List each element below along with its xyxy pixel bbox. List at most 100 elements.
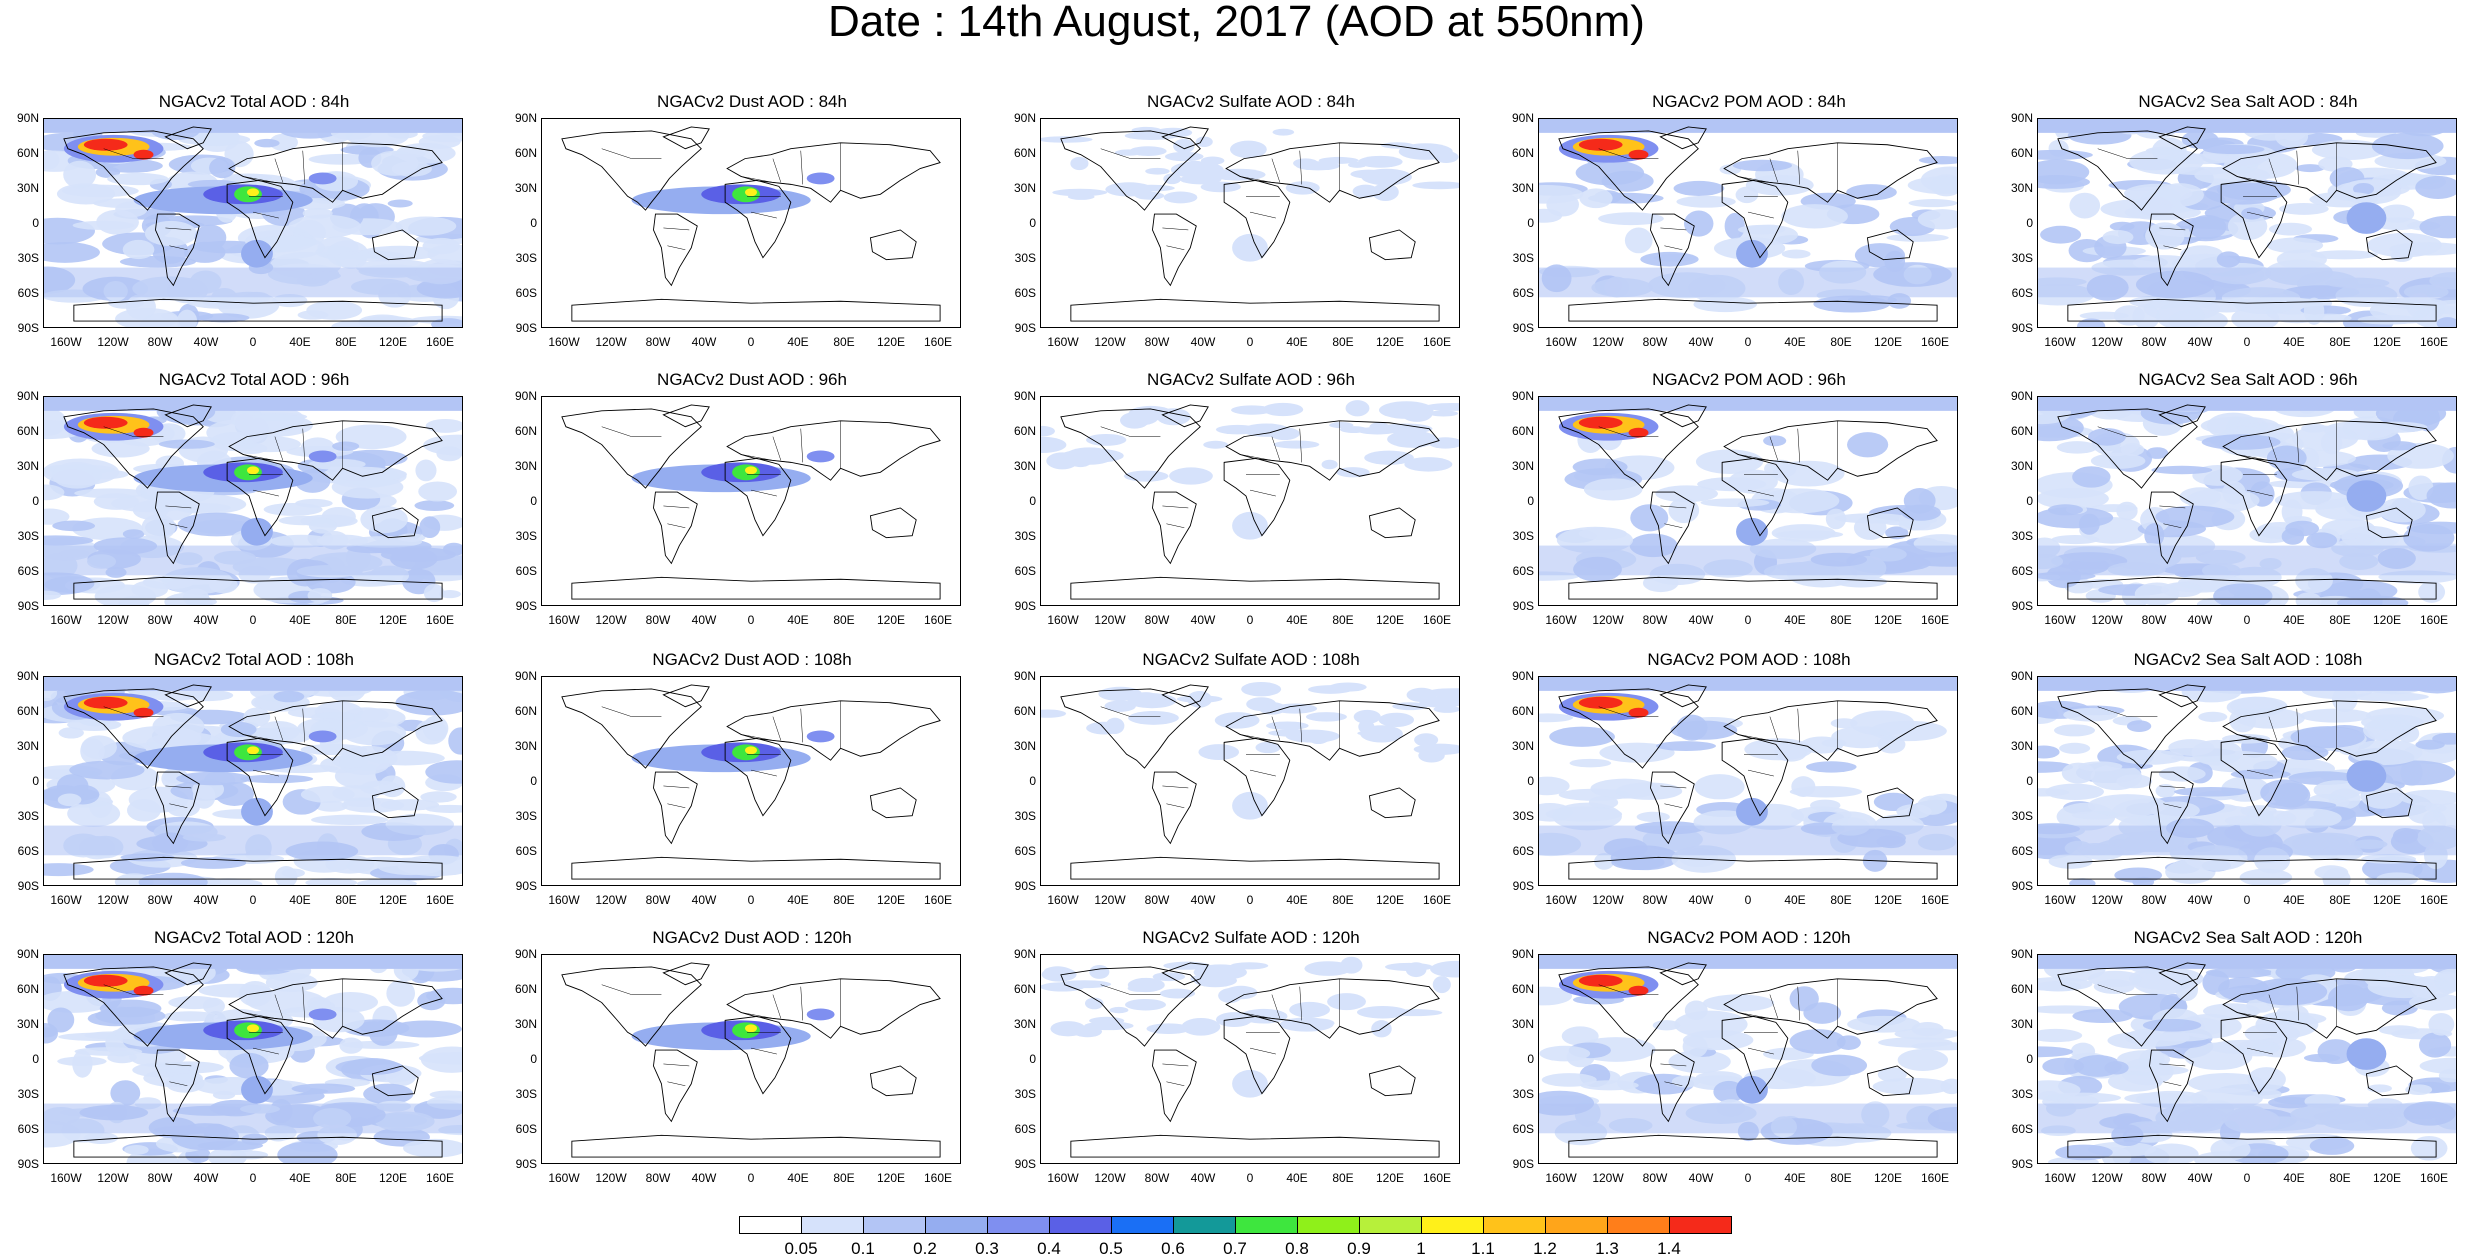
lon-tick-label: 160E [1920,335,1950,349]
lon-tick-label: 40E [1286,893,1308,907]
map-panel-sulfate: NGACv2 Sulfate AOD : 84h 90N 60N 30N 0 30S 60S… [1014,92,1462,348]
lat-tick-label: 90N [2010,947,2033,961]
lat-tick-label: 0 [32,774,39,788]
lon-tick-label: 120E [2372,613,2402,627]
lat-tick-label: 30N [16,181,39,195]
lat-tick-label: 90S [2011,1157,2033,1171]
lat-tick-label: 60S [2011,1122,2033,1136]
colorbar-swatch [1359,1216,1422,1234]
lon-tick-label: 160E [923,335,953,349]
lat-tick-label: 30S [1512,1087,1534,1101]
lon-tick-label: 80W [1144,893,1170,907]
lon-tick-label: 120E [378,613,408,627]
lon-tick-label: 160E [1422,893,1452,907]
lon-tick-label: 120E [2372,893,2402,907]
lat-tick-label: 60S [1014,286,1036,300]
panel-title: NGACv2 Total AOD : 84h [158,92,350,111]
aod-map [541,676,961,886]
aod-map [2037,396,2457,606]
lat-tick-label: 60N [16,146,39,160]
lat-tick-label: 90S [1014,879,1036,893]
lon-tick-label: 160E [923,613,953,627]
colorbar-label: 1.4 [1657,1239,1681,1258]
colorbar-label: 0.3 [975,1239,999,1258]
lat-tick-label: 30S [17,529,39,543]
lon-tick-label: 40E [2283,1171,2305,1185]
lat-tick-label: 0 [1527,216,1534,230]
lat-tick-label: 30N [2010,1017,2033,1031]
map-panel-seasalt: NGACv2 Sea Salt AOD : 108h 90N 60N 30N 0 30S 6… [2011,650,2459,906]
map-panel-sulfate: NGACv2 Sulfate AOD : 108h 90N 60N 30N 0 30S 60… [1014,650,1462,906]
lat-tick-label: 90N [1013,669,1036,683]
lon-tick-label: 40E [1784,335,1806,349]
lon-tick-label: 160W [50,335,82,349]
colorbar-label: 1.1 [1471,1239,1495,1258]
lon-tick-label: 40W [691,613,717,627]
lat-tick-label: 90N [514,669,537,683]
lat-tick-label: 30N [514,181,537,195]
lon-tick-label: 40W [1688,893,1714,907]
lon-tick-label: 120E [378,893,408,907]
lat-tick-label: 90N [16,669,39,683]
lon-tick-label: 120E [876,1171,906,1185]
lon-tick-label: 80E [1332,335,1354,349]
lat-tick-label: 60S [1512,1122,1534,1136]
lat-tick-label: 60N [1013,424,1036,438]
lon-tick-label: 0 [1744,893,1752,907]
aod-map [541,954,961,1164]
panel-title: NGACv2 POM AOD : 108h [1647,650,1851,669]
lat-tick-label: 30N [1511,1017,1534,1031]
lat-tick-label: 60N [1511,424,1534,438]
lon-tick-label: 80W [1144,1171,1170,1185]
lat-tick-label: 60S [515,564,537,578]
colorbar-label: 1 [1416,1239,1426,1258]
lon-tick-label: 120E [1375,613,1405,627]
panel-title: NGACv2 Sulfate AOD : 84h [1147,92,1355,111]
map-panel-total: NGACv2 Total AOD : 108h 90N 60N 30N 0 30S 60S 9… [17,650,465,906]
lon-tick-label: 40W [2187,335,2213,349]
lon-tick-label: 80E [335,1171,357,1185]
panel-title: NGACv2 Sea Salt AOD : 120h [2133,928,2363,947]
panel-title: NGACv2 Total AOD : 108h [153,650,354,669]
map-panel-dust: NGACv2 Dust AOD : 96h 90N 60N 30N 0 30S 60S 90S… [515,370,963,626]
lat-tick-label: 0 [530,774,537,788]
map-panel-dust: NGACv2 Dust AOD : 84h 90N 60N 30N 0 30S 60S 90S… [515,92,963,348]
lat-tick-label: 60S [515,1122,537,1136]
lat-tick-label: 60S [1512,286,1534,300]
lon-tick-label: 80W [645,893,671,907]
colorbar-swatch [1173,1216,1236,1234]
lat-tick-label: 90S [2011,879,2033,893]
lon-tick-label: 80E [2329,335,2351,349]
map-panel-pom: NGACv2 POM AOD : 84h 90N 60N 30N 0 30S 60S 90S 1… [1512,92,1960,348]
map-panel-total: NGACv2 Total AOD : 96h 90N 60N 30N 0 30S 60S 90… [17,370,465,626]
lon-tick-label: 120W [1094,893,1126,907]
map-panel-pom: NGACv2 POM AOD : 120h 90N 60N 30N 0 30S 60S 90S… [1512,928,1960,1184]
lat-tick-label: 60S [2011,286,2033,300]
aod-map [43,676,463,886]
lon-tick-label: 160E [1422,335,1452,349]
colorbar-label: 0.6 [1161,1239,1185,1258]
lon-tick-label: 120W [2091,1171,2123,1185]
lon-tick-label: 120W [2091,335,2123,349]
aod-map [1538,118,1958,328]
lon-tick-label: 80E [833,1171,855,1185]
lat-tick-label: 60N [1511,146,1534,160]
aod-map [541,396,961,606]
lat-tick-label: 60N [514,424,537,438]
lat-tick-label: 30N [2010,459,2033,473]
lat-tick-label: 0 [32,1052,39,1066]
aod-map [1040,676,1460,886]
panel-title: NGACv2 Sea Salt AOD : 96h [2138,370,2358,389]
lon-tick-label: 160W [2044,613,2076,627]
lon-tick-label: 80W [645,335,671,349]
lon-tick-label: 120E [1375,893,1405,907]
lon-tick-label: 0 [249,613,257,627]
lon-tick-label: 80E [1332,1171,1354,1185]
colorbar-swatch [1111,1216,1174,1234]
lat-tick-label: 90S [1014,321,1036,335]
lat-tick-label: 30N [16,739,39,753]
lat-tick-label: 30N [1013,459,1036,473]
lon-tick-label: 120W [97,1171,129,1185]
lat-tick-label: 60S [2011,564,2033,578]
lon-tick-label: 120W [595,893,627,907]
